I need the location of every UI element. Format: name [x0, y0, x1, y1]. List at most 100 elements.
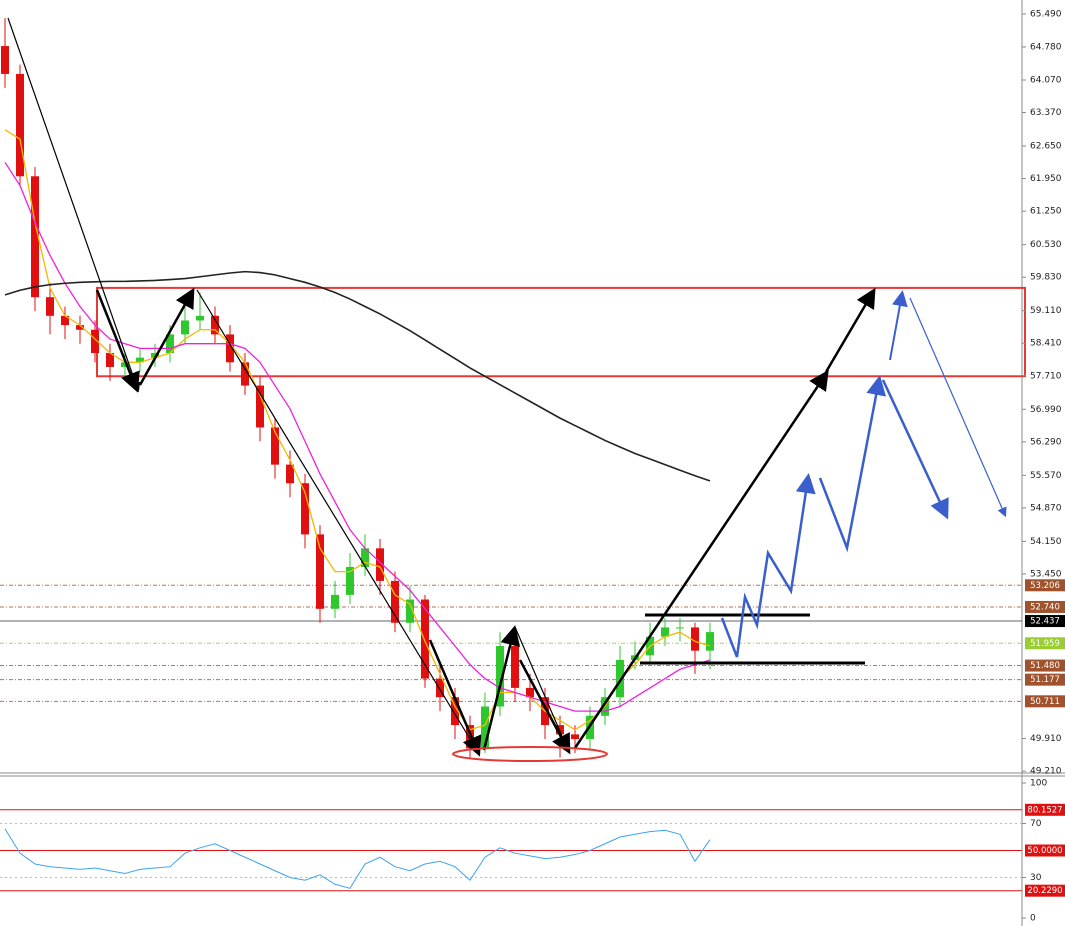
candle-body	[151, 353, 159, 358]
y-tick-label: 56.290	[1030, 437, 1062, 447]
y-tick-label: 64.780	[1030, 42, 1062, 52]
moving-average	[4, 161, 711, 712]
price-tag	[1025, 803, 1065, 816]
y-tick-label: 63.370	[1030, 108, 1062, 118]
candle-body	[136, 357, 144, 363]
price-tag-label: 51.959	[1030, 639, 1060, 649]
candle-body	[361, 548, 369, 567]
price-tag	[1025, 659, 1065, 672]
y-tick-label: 61.950	[1030, 174, 1062, 184]
candle-body	[661, 627, 669, 637]
candle-body	[91, 329, 99, 354]
y-tick-label: 54.870	[1030, 503, 1062, 513]
candle-body	[496, 646, 504, 707]
price-tag	[1025, 673, 1065, 686]
y-tick-label: 64.070	[1030, 75, 1062, 85]
price-tag	[1025, 615, 1065, 628]
price-tag-label: 50.0000	[1027, 846, 1062, 856]
price-tag-label: 53.206	[1030, 581, 1060, 591]
candle-body	[571, 734, 579, 740]
y-tick-label: 30	[1030, 873, 1042, 883]
price-tag	[1025, 579, 1065, 592]
candle-body	[316, 534, 324, 609]
candle-body	[421, 599, 429, 679]
candle-body	[526, 687, 534, 698]
moving-average	[4, 270, 711, 482]
y-tick-label: 59.830	[1030, 273, 1062, 283]
projection-path	[881, 379, 949, 520]
candle-body	[196, 315, 204, 321]
candle-body	[391, 580, 399, 623]
candle-body	[181, 320, 189, 335]
trend-arrow	[482, 625, 521, 751]
projection-path	[720, 473, 816, 658]
candle-body	[121, 362, 129, 367]
plot-background	[0, 0, 1022, 926]
y-tick-label: 53.450	[1030, 569, 1062, 579]
price-tag-label: 50.711	[1030, 697, 1060, 707]
trend-arrow	[518, 659, 571, 755]
candle-body	[256, 385, 264, 428]
projection-path	[909, 297, 1007, 518]
moving-average	[4, 129, 711, 731]
y-tick-label: 65.490	[1030, 9, 1062, 19]
projection-arrow	[573, 369, 829, 749]
candle-body	[451, 697, 459, 726]
candle-body	[346, 566, 354, 595]
candle-body	[16, 73, 24, 177]
projection-path	[818, 375, 887, 553]
candle-body	[61, 315, 69, 326]
trend-arrow	[428, 639, 482, 757]
price-tag-label: 20.2290	[1027, 886, 1062, 896]
candle-body	[286, 464, 294, 484]
y-tick-label: 56.990	[1030, 405, 1062, 415]
candle-body	[481, 706, 489, 749]
trend-arrow	[514, 626, 570, 753]
projection-path	[889, 290, 908, 361]
price-tag-label: 52.437	[1030, 617, 1060, 627]
y-tick-label: 70	[1030, 819, 1042, 829]
candle-body	[1, 46, 9, 74]
y-tick-label: 49.210	[1030, 767, 1062, 777]
rsi-line	[4, 828, 711, 889]
y-tick-label: 55.570	[1030, 471, 1062, 481]
y-tick-label: 0	[1030, 914, 1036, 924]
candle-body	[31, 176, 39, 298]
double-bottom-marker	[452, 746, 608, 762]
projection-arrow	[824, 287, 876, 373]
candle-body	[676, 627, 684, 629]
candle-body	[226, 334, 234, 363]
candle-body	[376, 548, 384, 581]
price-tag-label: 80.1527	[1027, 805, 1062, 815]
y-tick-label: 60.530	[1030, 240, 1062, 250]
annotations	[7, 17, 1007, 762]
price-tag	[1025, 844, 1065, 857]
candle-body	[556, 725, 564, 735]
trend-arrow	[138, 287, 195, 386]
candle-body	[511, 646, 519, 688]
candle-body	[76, 325, 84, 330]
price-tag	[1025, 637, 1065, 650]
candle-body	[166, 334, 174, 354]
candle-body	[706, 632, 714, 651]
y-tick-label: 49.910	[1030, 734, 1062, 744]
price-tag-label: 52.740	[1030, 602, 1060, 612]
y-tick-label: 57.710	[1030, 371, 1062, 381]
price-tag-label: 51.177	[1030, 675, 1060, 685]
y-tick-label: 58.410	[1030, 339, 1062, 349]
y-tick-label: 100	[1030, 779, 1047, 789]
candle-body	[436, 678, 444, 698]
price-tag	[1025, 695, 1065, 708]
trend-arrow	[7, 17, 141, 393]
trend-arrow	[95, 289, 140, 393]
candle-body	[106, 353, 114, 367]
price-tag	[1025, 884, 1065, 897]
price-tag	[1025, 600, 1065, 613]
candle-body	[301, 483, 309, 535]
candle-body	[46, 297, 54, 316]
y-tick-label: 62.650	[1030, 142, 1062, 152]
y-tick-label: 59.110	[1030, 306, 1062, 316]
candle-body	[271, 427, 279, 465]
price-tag-label: 51.480	[1030, 661, 1060, 671]
